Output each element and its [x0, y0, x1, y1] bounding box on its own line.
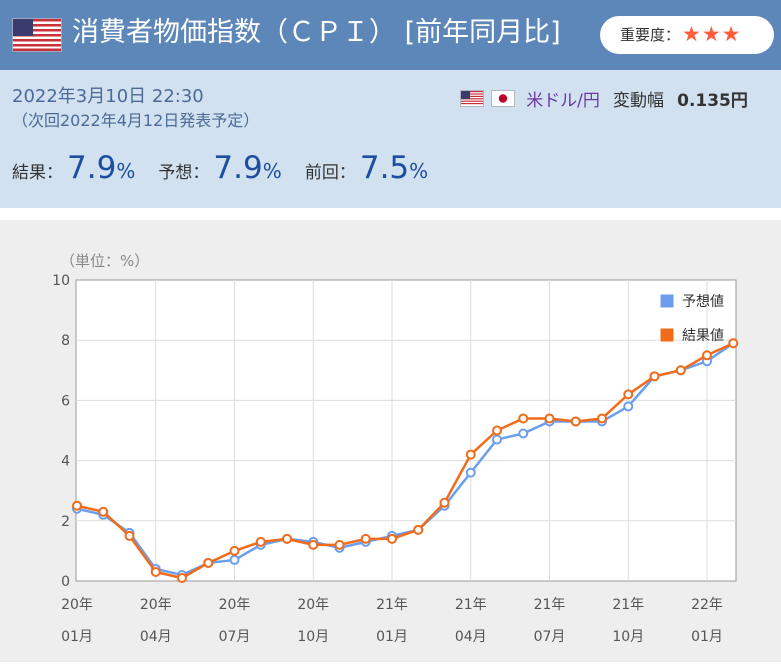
range-value: 0.135円	[677, 91, 748, 111]
data-point	[229, 545, 240, 556]
y-tick-label: 0	[61, 574, 70, 590]
data-point	[203, 557, 214, 568]
result-unit: %	[116, 159, 136, 183]
x-tick-year: 20年	[140, 597, 172, 613]
forecast-value: 7.9	[213, 150, 263, 186]
data-point	[255, 536, 266, 547]
x-tick-year: 20年	[61, 597, 93, 613]
data-point	[623, 401, 634, 412]
data-point	[360, 533, 371, 544]
data-point	[570, 416, 581, 427]
data-point	[229, 554, 240, 565]
x-tick-year: 21年	[376, 597, 408, 613]
data-point	[72, 500, 82, 511]
x-tick-month: 04月	[455, 629, 487, 645]
legend-label: 予想値	[682, 294, 724, 310]
data-point	[623, 389, 634, 400]
data-point	[387, 533, 397, 544]
us-flag-icon	[12, 18, 62, 52]
data-point	[465, 467, 476, 478]
x-tick-month: 10月	[297, 629, 329, 645]
data-point	[597, 413, 607, 424]
data-point	[413, 524, 424, 535]
previous-unit: %	[409, 159, 429, 183]
x-tick-month: 10月	[612, 629, 644, 645]
values-row: 結果： 7.9% 予想： 7.9% 前回： 7.5%	[12, 150, 446, 190]
forecast-label: 予想：	[158, 163, 210, 183]
y-tick-label: 6	[61, 393, 70, 409]
data-point	[675, 365, 686, 376]
currency-pair: 米ドル/円 変動幅 0.135円	[460, 86, 748, 111]
data-point	[282, 533, 292, 544]
x-tick-month: 01月	[376, 629, 408, 645]
data-point	[439, 497, 450, 508]
data-point	[544, 413, 555, 424]
result-label: 結果：	[12, 163, 63, 183]
data-point	[98, 506, 109, 517]
importance-badge: 重要度： ★★★	[600, 16, 774, 54]
legend-label: 結果値	[682, 328, 724, 344]
series-line-1	[76, 342, 734, 580]
y-tick-label: 10	[52, 273, 70, 289]
chart-area: （単位：%） 0 2 4 6 8 10 20年 01月 20年 04月 20年 07月 20年 10月 21…	[0, 220, 781, 662]
x-tick-month: 04月	[140, 629, 172, 645]
data-point	[518, 413, 529, 424]
data-point	[177, 572, 187, 583]
data-point	[334, 539, 345, 550]
previous-label: 前回：	[304, 163, 356, 183]
header-bar: 消費者物価指数（ＣＰＩ） [前年同月比] 重要度： ★★★	[0, 0, 781, 70]
x-tick-month: 01月	[691, 629, 723, 645]
x-tick-year: 21年	[534, 597, 566, 613]
importance-label: 重要度：	[620, 26, 681, 44]
y-tick-label: 8	[61, 333, 70, 349]
cpi-line-chart: （単位：%） 0 2 4 6 8 10 20年 01月 20年 04月 20年 07月 20年 10月 21…	[52, 252, 739, 645]
x-tick-year: 22年	[691, 597, 723, 613]
y-tick-label: 4	[61, 454, 70, 470]
previous-value: 7.5	[359, 150, 410, 186]
data-point	[308, 539, 319, 550]
x-tick-year: 20年	[297, 597, 329, 613]
data-point	[518, 428, 529, 439]
legend-swatch	[659, 293, 675, 309]
importance-stars: ★★★	[682, 22, 742, 46]
x-tick-month: 07月	[219, 629, 251, 645]
page-title: 消費者物価指数（ＣＰＩ） [前年同月比]	[72, 17, 561, 48]
x-tick-month: 01月	[61, 629, 93, 645]
range-label: 変動幅	[613, 91, 665, 111]
data-point	[150, 566, 161, 577]
forecast-unit: %	[262, 159, 282, 183]
info-panel: 2022年3月10日 22:30 （次回2022年4月12日発表予定） 米ドル/…	[0, 70, 781, 208]
chart-unit-label: （単位：%）	[60, 252, 149, 270]
next-release: （次回2022年4月12日発表予定）	[12, 111, 260, 130]
x-tick-year: 20年	[219, 597, 251, 613]
x-tick-month: 07月	[534, 629, 566, 645]
plot-area	[75, 279, 737, 582]
data-point	[728, 338, 739, 349]
jp-flag-icon	[491, 90, 516, 107]
release-datetime: 2022年3月10日 22:30	[12, 86, 204, 107]
x-tick-year: 21年	[612, 597, 644, 613]
result-value: 7.9	[67, 150, 117, 186]
us-flag-icon	[460, 90, 484, 107]
y-tick-label: 2	[61, 514, 70, 530]
legend-swatch	[659, 327, 675, 343]
currency-pair-link[interactable]: 米ドル/円	[526, 91, 600, 111]
data-point	[492, 434, 502, 445]
data-point	[492, 425, 502, 436]
x-tick-year: 21年	[455, 597, 487, 613]
data-point	[649, 371, 660, 382]
data-point	[465, 449, 476, 460]
data-point	[124, 530, 135, 541]
data-point	[702, 350, 712, 361]
